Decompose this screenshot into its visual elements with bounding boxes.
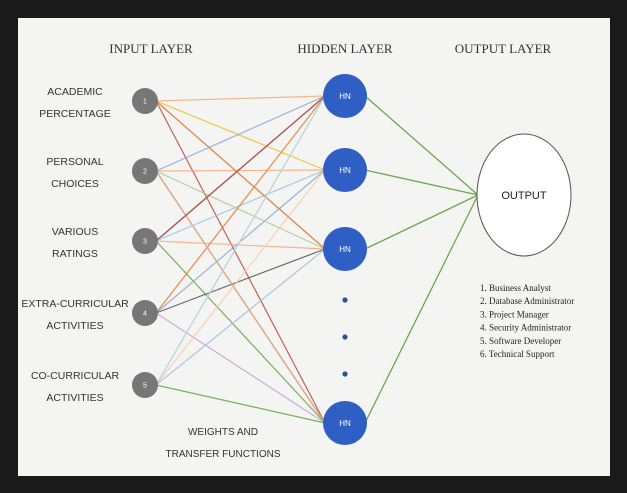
connection-line [155, 312, 326, 424]
input-node: 3 VARIOUS RATINGS [52, 226, 158, 260]
output-connection-line [364, 95, 479, 196]
connection-line [155, 384, 326, 424]
input-node: 2 PERSONAL CHOICES [46, 156, 158, 190]
connection-line [155, 95, 326, 386]
input-node-circle [132, 300, 158, 326]
output-connection-line [364, 194, 479, 424]
input-node-number: 5 [143, 383, 147, 390]
input-node-circle [132, 158, 158, 184]
input-label: EXTRA-CURRICULAR [21, 298, 129, 310]
input-label: ACADEMIC [47, 86, 103, 98]
connection-line [155, 95, 326, 102]
hidden-node-label: HN [339, 92, 351, 101]
input-layer-title: INPUT LAYER [109, 41, 193, 56]
input-node-circle [132, 228, 158, 254]
input-node: 1 ACADEMIC PERCENTAGE [39, 86, 158, 120]
input-label: ACTIVITIES [46, 392, 103, 404]
connection-line [155, 95, 326, 314]
hidden-node-circle [323, 148, 367, 192]
hidden-node: HN [323, 227, 367, 271]
hidden-node: HN [323, 401, 367, 445]
ellipsis-dot [342, 334, 348, 340]
output-class-item: 6. Technical Support [480, 349, 555, 359]
input-node-circle [132, 372, 158, 398]
input-label: VARIOUS [52, 226, 98, 238]
caption-line-2: TRANSFER FUNCTIONS [166, 449, 281, 460]
hidden-node-label: HN [339, 245, 351, 254]
output-class-item: 4. Security Administrator [480, 323, 571, 333]
connection-line [155, 100, 326, 424]
input-layer: 1 ACADEMIC PERCENTAGE 2 PERSONAL CHOICES 3 VARI… [21, 86, 158, 404]
output-layer-title: OUTPUT LAYER [455, 41, 552, 56]
hidden-layer: HN HN HN HN [323, 74, 367, 445]
ellipsis-dots [342, 297, 348, 377]
hidden-node-label: HN [339, 166, 351, 175]
output-connection-line [364, 194, 479, 250]
diagram-canvas: INPUT LAYER HIDDEN LAYER OUTPUT LAYER 1 A… [18, 18, 610, 476]
output-connection-line [364, 169, 479, 196]
connection-line [155, 95, 326, 242]
connection-line [155, 240, 326, 424]
output-label: OUTPUT [501, 190, 547, 202]
output-classes-list: 1. Business Analyst 2. Database Administr… [480, 283, 574, 359]
hidden-node-circle [323, 401, 367, 445]
neural-network-diagram: INPUT LAYER HIDDEN LAYER OUTPUT LAYER 1 A… [21, 41, 574, 460]
output-class-item: 2. Database Administrator [480, 296, 574, 306]
hidden-node-label: HN [339, 419, 351, 428]
connection-line [155, 248, 326, 314]
caption-line-1: WEIGHTS AND [188, 427, 258, 438]
output-class-item: 1. Business Analyst [480, 283, 551, 293]
connection-line [155, 248, 326, 386]
connection-line [155, 95, 326, 172]
input-node-number: 2 [143, 169, 147, 176]
input-node: 4 EXTRA-CURRICULAR ACTIVITIES [21, 298, 158, 332]
output-connection-lines [364, 95, 479, 424]
weights-caption: WEIGHTS AND TRANSFER FUNCTIONS [166, 427, 281, 460]
hidden-layer-title: HIDDEN LAYER [297, 41, 393, 56]
hidden-node: HN [323, 74, 367, 118]
connection-line [155, 100, 326, 250]
input-node-circle [132, 88, 158, 114]
connection-line [155, 170, 326, 250]
output-circle [476, 133, 572, 257]
input-label: PERSONAL [46, 156, 103, 168]
connection-line [155, 169, 326, 242]
connection-lines [155, 95, 326, 424]
input-node: 5 CO-CURRICULAR ACTIVITIES [31, 370, 158, 404]
ellipsis-dot [342, 371, 348, 377]
ellipsis-dot [342, 297, 348, 303]
input-label: CHOICES [51, 178, 99, 190]
connection-line [155, 169, 326, 172]
input-node-number: 1 [143, 99, 147, 106]
connection-line [155, 240, 326, 250]
output-class-item: 5. Software Developer [480, 336, 561, 346]
hidden-node: HN [323, 148, 367, 192]
input-label: RATINGS [52, 248, 98, 260]
output-node: OUTPUT [476, 133, 572, 257]
connection-line [155, 169, 326, 386]
hidden-node-circle [323, 74, 367, 118]
output-class-item: 3. Project Manager [480, 309, 549, 319]
input-label: ACTIVITIES [46, 320, 103, 332]
connection-line [155, 170, 326, 424]
input-label: PERCENTAGE [39, 108, 111, 120]
input-label: CO-CURRICULAR [31, 370, 120, 382]
input-node-number: 4 [143, 311, 147, 318]
input-node-number: 3 [143, 239, 147, 246]
connection-line [155, 100, 326, 171]
hidden-node-circle [323, 227, 367, 271]
